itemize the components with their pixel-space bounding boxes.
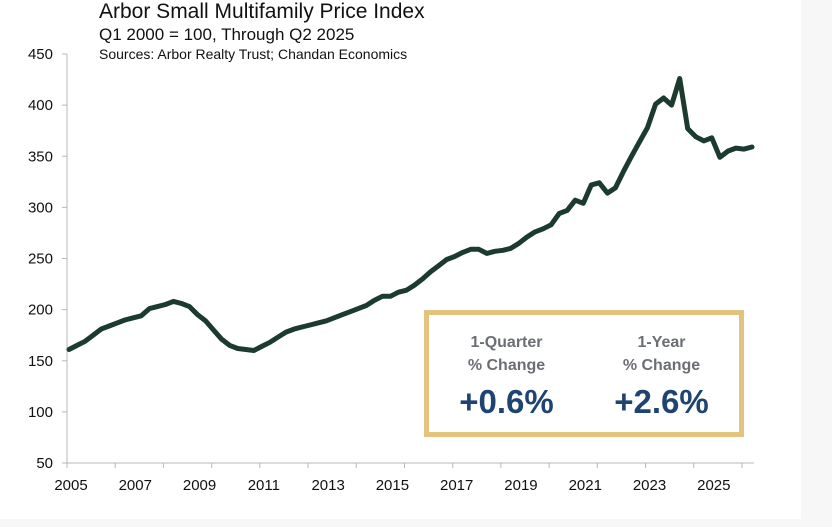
chart-source: Sources: Arbor Realty Trust; Chandan Eco… <box>99 46 408 62</box>
x-tick-label: 2017 <box>440 477 473 494</box>
y-axis: 50 100 150 200 250 300 350 400 450 <box>28 46 68 472</box>
x-tick-label: 2007 <box>119 477 152 494</box>
quarter-change-label: 1-Quarter % Change <box>429 331 584 377</box>
year-change-stat: 1-Year % Change +2.6% <box>584 315 739 421</box>
series-layer <box>66 76 755 353</box>
year-change-value: +2.6% <box>614 383 709 420</box>
quarter-change-label-line2: % Change <box>467 357 546 374</box>
y-tick-label: 450 <box>28 46 53 63</box>
y-tick-label: 200 <box>28 302 53 319</box>
year-change-label-line1: 1-Year <box>637 334 686 351</box>
y-tick-label: 150 <box>28 353 53 370</box>
y-tick-label: 100 <box>28 404 53 421</box>
x-tick-label: 2015 <box>376 477 409 494</box>
y-tick-label: 400 <box>28 97 53 114</box>
year-change-label-line2: % Change <box>622 357 701 374</box>
quarter-change-label-line1: 1-Quarter <box>470 334 543 351</box>
x-tick-label: 2005 <box>54 477 87 494</box>
change-callout-box: 1-Quarter % Change +0.6% 1-Year % Change… <box>424 310 744 437</box>
x-tick-label: 2025 <box>697 477 730 494</box>
y-tick-label: 350 <box>28 148 53 165</box>
chart-title: Arbor Small Multifamily Price Index <box>99 0 425 23</box>
price-index-line <box>66 76 755 353</box>
quarter-change-stat: 1-Quarter % Change +0.6% <box>429 315 584 421</box>
x-tick-label: 2011 <box>248 477 280 494</box>
x-axis: 2005 2007 2009 2011 2013 2015 2017 2019 2021 2023… <box>54 462 754 494</box>
chart-subtitle: Q1 2000 = 100, Through Q2 2025 <box>99 25 355 44</box>
x-tick-label: 2023 <box>633 477 666 494</box>
y-tick-label: 300 <box>28 199 53 216</box>
x-tick-label: 2009 <box>183 477 216 494</box>
x-tick-label: 2013 <box>311 477 344 494</box>
y-tick-label: 250 <box>28 251 53 268</box>
x-tick-label: 2019 <box>504 477 537 494</box>
year-change-label: 1-Year % Change <box>584 331 739 377</box>
x-tick-label: 2021 <box>569 477 602 494</box>
y-tick-label: 50 <box>36 455 53 472</box>
quarter-change-value: +0.6% <box>459 383 554 420</box>
chart-canvas: Arbor Small Multifamily Price Index Q1 2… <box>27 0 755 494</box>
